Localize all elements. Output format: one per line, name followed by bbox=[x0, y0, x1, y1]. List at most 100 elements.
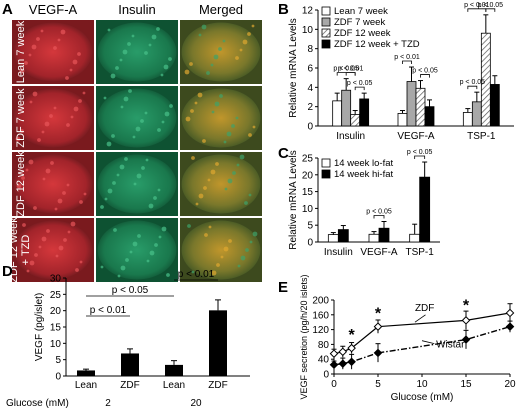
x-category-label: ZDF bbox=[208, 380, 227, 391]
micrograph-speckle bbox=[163, 64, 169, 70]
data-point bbox=[347, 343, 356, 353]
micrograph-speckle bbox=[75, 268, 79, 272]
micrograph-speckle bbox=[157, 128, 161, 132]
x-category-label: TSP-1 bbox=[467, 131, 496, 142]
micrograph-islet bbox=[97, 220, 177, 280]
micrograph-speckle bbox=[189, 62, 193, 66]
micrograph-speckle bbox=[62, 191, 66, 195]
x-category-label: Insulin bbox=[324, 247, 353, 258]
glucose-group-label: 20 bbox=[190, 398, 202, 409]
micrograph-speckle bbox=[235, 56, 239, 60]
micrograph-speckle bbox=[49, 114, 53, 118]
micrograph-speckle bbox=[50, 161, 54, 165]
series-label: Wistar bbox=[436, 339, 465, 350]
glucose-axis-label: Glucose (mM) bbox=[6, 398, 69, 409]
micrograph-speckle bbox=[60, 29, 66, 35]
micrograph-speckle bbox=[36, 37, 40, 41]
bar bbox=[409, 233, 421, 243]
legend-label: 14 week lo-fat bbox=[334, 158, 394, 169]
micrograph-row-label-line: Lean 7 week bbox=[15, 20, 27, 83]
micrograph-speckle bbox=[70, 115, 74, 119]
series-label: ZDF bbox=[415, 303, 434, 314]
micrograph-speckle bbox=[53, 46, 57, 50]
micrograph-speckle bbox=[57, 38, 61, 42]
micrograph-speckle bbox=[206, 71, 210, 75]
bar bbox=[209, 310, 227, 376]
bar bbox=[471, 101, 482, 127]
micrograph-column-titles: VEGF-A Insulin Merged bbox=[29, 2, 243, 17]
micrograph-speckle bbox=[161, 226, 167, 232]
micrograph-islet bbox=[97, 154, 177, 214]
micrograph-speckle bbox=[231, 124, 235, 128]
micrograph-speckle bbox=[185, 116, 191, 122]
micrograph-speckle bbox=[248, 193, 252, 197]
micrograph-speckle bbox=[184, 69, 190, 75]
micrograph-speckle bbox=[19, 68, 25, 74]
micrograph-speckle bbox=[149, 250, 155, 256]
micrograph-speckle bbox=[132, 135, 136, 139]
micrograph-speckle bbox=[249, 240, 253, 244]
panel-letter-c: C bbox=[278, 145, 289, 162]
micrograph-speckle bbox=[24, 61, 28, 65]
micrograph-speckle bbox=[107, 188, 113, 194]
significance-bracket bbox=[485, 8, 496, 12]
chart-e: 0 40 80 120 160 200 0 5 10 15 20 Glucose (mM) VEGF s… bbox=[299, 274, 516, 403]
micrograph-speckle bbox=[129, 250, 133, 254]
micrograph-speckle bbox=[158, 235, 162, 239]
y-tick-label: 8 bbox=[307, 44, 313, 55]
micrograph-speckle bbox=[58, 245, 64, 251]
y-tick-label: 30 bbox=[50, 274, 62, 285]
micrograph-speckle bbox=[156, 27, 160, 31]
significance-bracket bbox=[354, 86, 365, 91]
significance-label: p < 0.05 bbox=[112, 285, 149, 296]
panel-a: A VEGF-A Insulin Merged Lean 7 week ZDF 7 w… bbox=[2, 1, 262, 283]
micrograph-speckle bbox=[220, 255, 224, 259]
micrograph-speckle bbox=[222, 39, 226, 43]
data-point bbox=[505, 308, 515, 318]
micrograph-speckle bbox=[38, 245, 42, 249]
x-category-label: ZDF bbox=[120, 380, 139, 391]
micrograph-speckle bbox=[41, 130, 45, 134]
micrograph-speckle bbox=[21, 176, 25, 180]
micrograph-speckle bbox=[25, 168, 29, 172]
micrograph-column-title: Merged bbox=[199, 2, 243, 17]
x-tick-label: 5 bbox=[375, 379, 381, 390]
micrograph-speckle bbox=[53, 106, 57, 110]
micrograph-speckle bbox=[191, 156, 195, 160]
micrograph-speckle bbox=[151, 34, 157, 40]
bar bbox=[341, 89, 352, 127]
micrograph-speckle bbox=[40, 29, 44, 33]
micrograph-speckle bbox=[210, 169, 216, 175]
y-tick-label: 40 bbox=[318, 355, 330, 366]
micrograph-speckle bbox=[242, 39, 248, 45]
y-tick-label: 10 bbox=[302, 25, 314, 36]
y-tick-label: 25 bbox=[50, 290, 62, 301]
micrograph-speckle bbox=[79, 200, 83, 204]
micrograph-speckle bbox=[203, 186, 207, 190]
micrograph-speckle bbox=[78, 99, 82, 103]
y-tick-label: 0 bbox=[323, 370, 329, 381]
micrograph-speckle bbox=[228, 239, 232, 243]
y-tick-label: 4 bbox=[307, 83, 313, 94]
bar bbox=[332, 100, 343, 127]
x-category-label: VEGF-A bbox=[397, 131, 435, 142]
significance-label: p < 0.05 bbox=[366, 209, 392, 216]
micrograph-speckle bbox=[168, 57, 172, 61]
micrograph-speckle bbox=[72, 59, 78, 65]
significance-label: p < 0.01 bbox=[338, 66, 364, 73]
x-tick-label: 20 bbox=[504, 379, 516, 390]
legend-swatch bbox=[321, 39, 331, 49]
micrograph-speckle bbox=[141, 166, 145, 170]
micrograph-speckle bbox=[207, 178, 211, 182]
micrograph-speckle bbox=[227, 178, 233, 184]
micrograph-speckle bbox=[247, 32, 251, 36]
bar bbox=[350, 114, 361, 127]
micrograph-speckle bbox=[169, 104, 173, 108]
micrograph-speckle bbox=[239, 154, 245, 160]
micrograph-speckle bbox=[128, 89, 132, 93]
y-tick-label: 0 bbox=[55, 372, 61, 383]
micrograph-speckle bbox=[116, 173, 120, 177]
micrograph-speckle bbox=[55, 254, 59, 258]
